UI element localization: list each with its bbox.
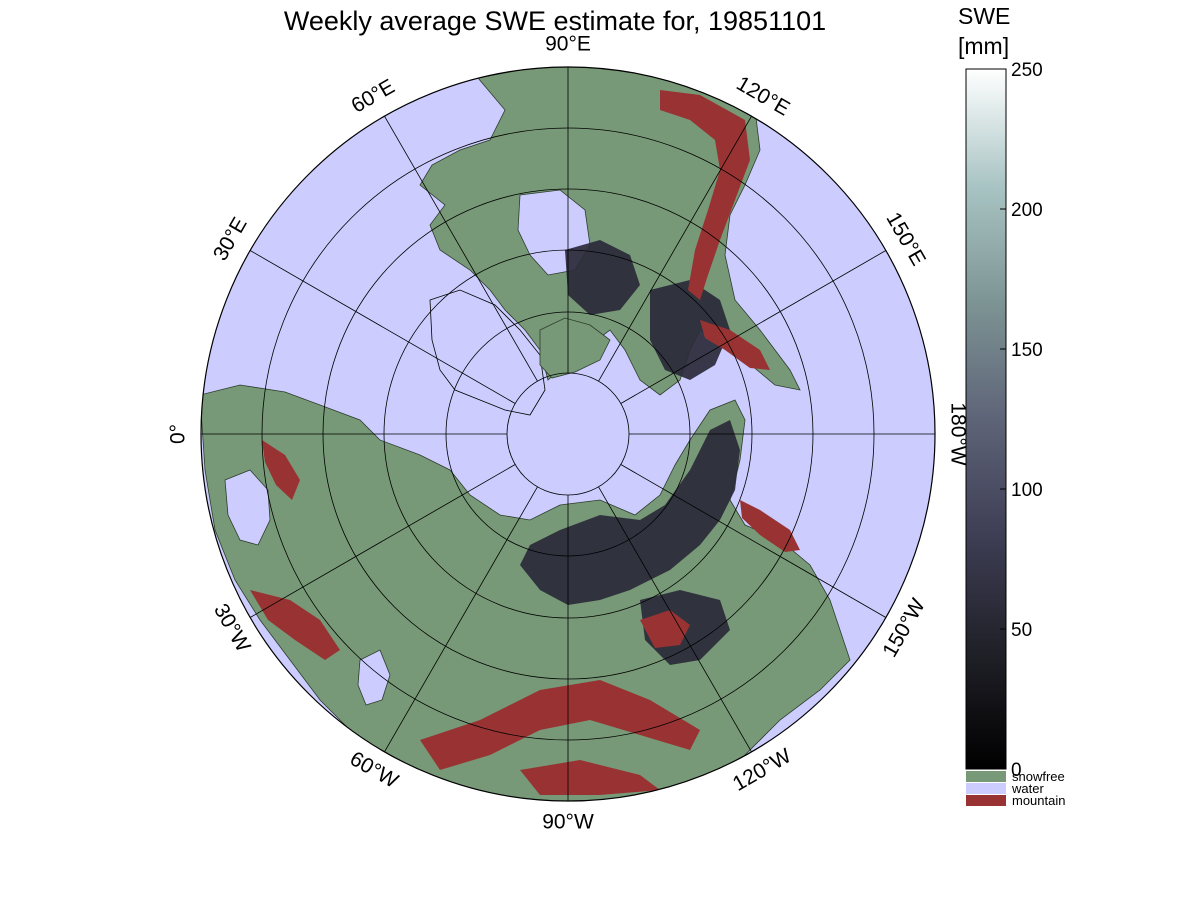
colorbar-tick-label: 0 (1011, 760, 1022, 781)
colorbar: SWE [mm] 0 50 100 150 200 250 snowfreewatermo… (958, 3, 1065, 808)
longitude-label: 180°W (946, 402, 969, 465)
meridian-line (249, 250, 516, 404)
colorbar-title-line2: [mm] (958, 33, 1009, 59)
north-canada-snow (565, 240, 640, 315)
meridian-line (620, 464, 887, 618)
meridian-line (384, 115, 538, 382)
greenland (430, 290, 545, 415)
polar-map (201, 67, 935, 801)
longitude-label: 90°W (542, 811, 594, 834)
himalaya-range (420, 680, 700, 770)
category-swatch-snowfree (966, 771, 1006, 782)
meridian-line (384, 486, 538, 753)
category-swatch-water (966, 783, 1006, 794)
alps-range (250, 590, 340, 660)
longitude-label: 90°E (545, 33, 591, 56)
meridian-line (620, 250, 887, 404)
meridian-line (598, 486, 752, 753)
longitude-label: 0° (167, 424, 190, 444)
meridian-line (249, 464, 516, 618)
colorbar-tick-label: 250 (1011, 60, 1043, 81)
colorbar-tick-label: 150 (1011, 340, 1043, 361)
longitude-label: 60°E (347, 75, 398, 118)
colorbar-title-line1: SWE (958, 3, 1010, 29)
baltic-sea (224, 469, 271, 546)
colorbar-tick-label: 100 (1011, 480, 1043, 501)
meridian-line (598, 115, 752, 382)
kamchatka-range (740, 500, 800, 552)
greenland-outline (429, 289, 546, 416)
map-title: Weekly average SWE estimate for, 1985110… (284, 6, 826, 36)
canadian-archipelago (539, 317, 611, 379)
map-border (200, 66, 936, 802)
colorbar-tick-label: 50 (1011, 620, 1032, 641)
category-label-snowfree: snowfree (1012, 769, 1065, 784)
colorbar-tick-label: 200 (1011, 200, 1043, 221)
alaska-range (700, 320, 770, 370)
graticule (201, 67, 935, 801)
rocky-mountains (660, 90, 750, 300)
category-label-water: water (1011, 781, 1044, 796)
alaska-snow-cover (650, 280, 730, 380)
category-label-mountain: mountain (1012, 793, 1065, 808)
longitude-label: 30°E (209, 213, 252, 264)
central-asia-mountains (520, 760, 660, 795)
category-swatch-mountain (966, 795, 1006, 806)
siberia-snow-cover (520, 420, 740, 605)
scandinavian-mountains (262, 440, 300, 500)
verkhoyansk-range (640, 610, 690, 648)
colorbar-ticks: 0 50 100 150 200 250 (1000, 60, 1043, 781)
colorbar-gradient (965, 68, 1007, 770)
